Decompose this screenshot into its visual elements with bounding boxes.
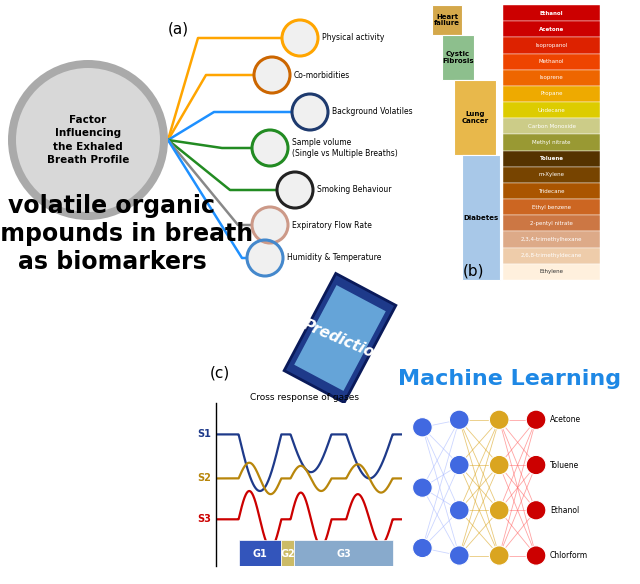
Circle shape — [413, 418, 432, 437]
Text: Ethanol: Ethanol — [550, 506, 579, 515]
Bar — [282, 540, 294, 566]
Bar — [294, 540, 393, 566]
Text: Methanol: Methanol — [539, 59, 564, 64]
Bar — [503, 86, 600, 102]
Text: Co-morbidities: Co-morbidities — [294, 71, 350, 79]
Circle shape — [279, 174, 311, 206]
Circle shape — [490, 410, 509, 429]
Circle shape — [413, 478, 432, 498]
Text: 2,3,4-trimethylhexane: 2,3,4-trimethylhexane — [521, 237, 582, 242]
Text: (a): (a) — [168, 22, 189, 37]
Circle shape — [490, 546, 509, 565]
Bar — [503, 54, 600, 69]
Text: (c): (c) — [210, 366, 230, 381]
Text: (b): (b) — [463, 264, 484, 279]
Circle shape — [526, 500, 546, 520]
Text: Background Volatiles: Background Volatiles — [332, 107, 413, 116]
Bar — [503, 199, 600, 215]
Circle shape — [254, 132, 286, 164]
Bar — [503, 167, 600, 183]
Bar — [503, 118, 600, 134]
Bar — [503, 231, 600, 248]
Circle shape — [526, 456, 546, 475]
Text: Predictions: Predictions — [301, 317, 396, 369]
Bar — [432, 5, 462, 35]
Bar — [503, 5, 600, 21]
Text: Methyl nitrate: Methyl nitrate — [532, 140, 571, 145]
Text: Physical activity: Physical activity — [322, 33, 385, 43]
Text: Carbon Monoxide: Carbon Monoxide — [527, 124, 575, 129]
Text: G3: G3 — [336, 549, 351, 559]
Bar — [503, 248, 600, 264]
Text: Propane: Propane — [540, 92, 563, 96]
Text: volatile organic
compounds in breath
as biomarkers: volatile organic compounds in breath as … — [0, 194, 253, 273]
Text: Diabetes: Diabetes — [463, 214, 499, 221]
Text: Sample volume
(Single vs Multiple Breaths): Sample volume (Single vs Multiple Breath… — [292, 138, 397, 158]
Bar — [442, 35, 474, 80]
Text: S2: S2 — [197, 474, 211, 484]
Text: Isopropanol: Isopropanol — [536, 43, 568, 48]
Text: 2,6,8-trimethyldecane: 2,6,8-trimethyldecane — [521, 253, 582, 258]
Circle shape — [256, 59, 288, 91]
Circle shape — [8, 60, 168, 220]
Bar — [239, 540, 282, 566]
Text: Factor
Influencing
the Exhaled
Breath Profile: Factor Influencing the Exhaled Breath Pr… — [47, 115, 129, 165]
Text: Ethanol: Ethanol — [540, 11, 563, 16]
Circle shape — [490, 456, 509, 475]
Text: G1: G1 — [253, 549, 268, 559]
Text: Lung
Cancer: Lung Cancer — [461, 111, 488, 124]
Circle shape — [526, 410, 546, 429]
Bar — [503, 183, 600, 199]
Circle shape — [413, 538, 432, 558]
Circle shape — [16, 68, 160, 212]
Bar — [503, 264, 600, 280]
Bar — [503, 134, 600, 151]
Bar — [503, 69, 600, 86]
Bar — [503, 102, 600, 118]
Text: Acetone: Acetone — [550, 415, 581, 424]
Bar — [503, 21, 600, 37]
Circle shape — [284, 22, 316, 54]
Text: Isoprene: Isoprene — [540, 75, 563, 80]
Text: Cystic
Fibrosis: Cystic Fibrosis — [442, 51, 474, 64]
Text: Cross response of gases: Cross response of gases — [250, 393, 359, 402]
Text: Chlorform: Chlorform — [550, 551, 588, 560]
Bar — [503, 215, 600, 231]
Text: Machine Learning: Machine Learning — [399, 369, 621, 389]
Circle shape — [449, 546, 469, 565]
Circle shape — [294, 96, 326, 128]
Text: Smoking Behaviour: Smoking Behaviour — [317, 186, 392, 194]
Circle shape — [490, 500, 509, 520]
Circle shape — [449, 500, 469, 520]
Text: Ethyl benzene: Ethyl benzene — [532, 205, 571, 210]
Circle shape — [526, 546, 546, 565]
Text: Ethylene: Ethylene — [540, 269, 563, 274]
Text: Heart
failure: Heart failure — [434, 14, 460, 26]
Text: 2-pentyl nitrate: 2-pentyl nitrate — [530, 221, 573, 226]
Text: Expiratory Flow Rate: Expiratory Flow Rate — [292, 221, 372, 230]
Text: G2: G2 — [280, 549, 295, 559]
Polygon shape — [294, 285, 386, 391]
Text: Humidity & Temperature: Humidity & Temperature — [287, 253, 381, 262]
Text: Toluene: Toluene — [550, 461, 579, 470]
Circle shape — [449, 410, 469, 429]
Text: S1: S1 — [197, 429, 211, 439]
Bar — [503, 37, 600, 54]
Circle shape — [449, 456, 469, 475]
Polygon shape — [284, 273, 396, 402]
Circle shape — [254, 209, 286, 241]
Bar — [462, 155, 500, 280]
Text: m-Xylene: m-Xylene — [538, 172, 564, 178]
Text: Toluene: Toluene — [540, 156, 563, 161]
Text: Undecane: Undecane — [538, 107, 565, 113]
Circle shape — [249, 242, 281, 274]
Bar — [454, 80, 496, 155]
Text: S3: S3 — [197, 515, 211, 524]
Text: Acetone: Acetone — [539, 27, 564, 32]
Text: Tridecane: Tridecane — [538, 189, 564, 193]
Bar — [503, 151, 600, 167]
